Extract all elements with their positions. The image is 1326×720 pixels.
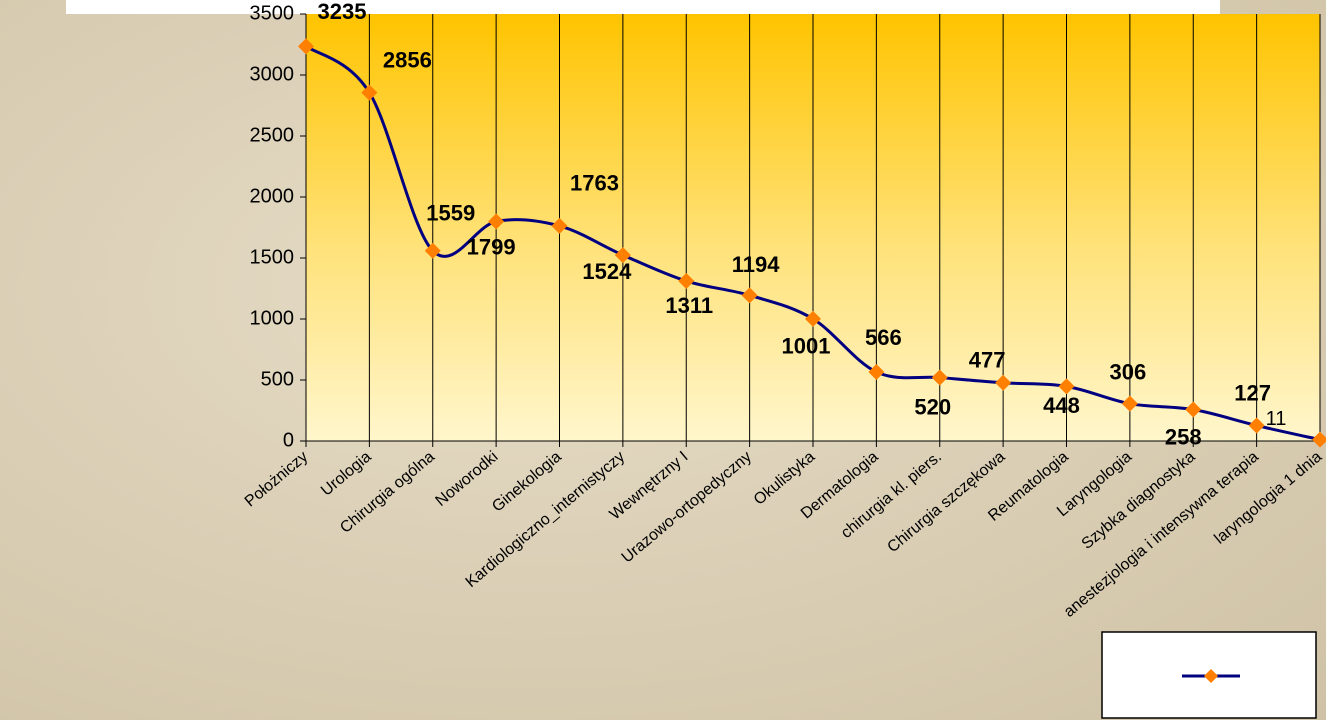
x-tick-label: Urologia (318, 448, 375, 499)
y-tick-label: 3000 (250, 63, 295, 85)
legend-marker (1204, 669, 1218, 683)
point-marker (1058, 378, 1075, 395)
point-marker (1248, 417, 1265, 434)
data-label: 3235 (318, 0, 367, 24)
data-label: 1524 (582, 259, 632, 284)
y-tick-label: 3500 (250, 2, 295, 24)
point-marker (614, 247, 631, 264)
title-area (66, 0, 1220, 14)
point-marker (868, 363, 885, 380)
point-marker (488, 213, 505, 230)
x-tick-label: Położniczy (242, 448, 312, 510)
x-tick-label: laryngologia 1 dnia (1211, 448, 1325, 547)
data-label: 306 (1110, 359, 1147, 384)
x-tick-label: Chirurgia szczękowa (884, 448, 1008, 556)
x-tick-label: Urazowo-ortopedyczny (619, 448, 755, 566)
data-label: 520 (914, 394, 951, 419)
y-tick-label: 500 (261, 368, 294, 390)
point-marker (995, 374, 1012, 391)
data-label: 1311 (665, 293, 713, 318)
y-tick-label: 0 (283, 429, 294, 451)
data-label: 1559 (426, 201, 475, 226)
data-label: 448 (1043, 393, 1080, 418)
point-marker (1121, 395, 1138, 412)
data-label: 258 (1165, 424, 1202, 449)
data-label: 2856 (383, 47, 432, 72)
data-label: 1763 (570, 171, 619, 196)
point-marker (678, 273, 695, 290)
y-tick-label: 2500 (250, 124, 295, 146)
data-label: 1001 (782, 334, 831, 359)
point-marker (298, 38, 314, 55)
y-tick-label: 1000 (250, 307, 295, 329)
data-label: 127 (1234, 380, 1271, 405)
point-marker (741, 287, 758, 304)
point-marker (424, 242, 441, 259)
data-label: 1799 (467, 234, 516, 259)
point-marker (805, 310, 821, 327)
y-tick-label: 1500 (250, 246, 295, 268)
point-marker (1185, 401, 1202, 418)
data-label: 1194 (732, 252, 780, 277)
point-marker (361, 84, 378, 101)
point-marker (551, 217, 568, 234)
data-label: 11 (1266, 408, 1287, 430)
y-tick-label: 2000 (250, 185, 295, 207)
data-label: 477 (969, 348, 1006, 373)
data-label: 566 (865, 325, 902, 350)
point-marker (931, 369, 948, 386)
x-tick-label: Szybka diagnostyka (1079, 448, 1199, 553)
series-line (305, 45, 1321, 442)
point-marker (1312, 431, 1326, 448)
